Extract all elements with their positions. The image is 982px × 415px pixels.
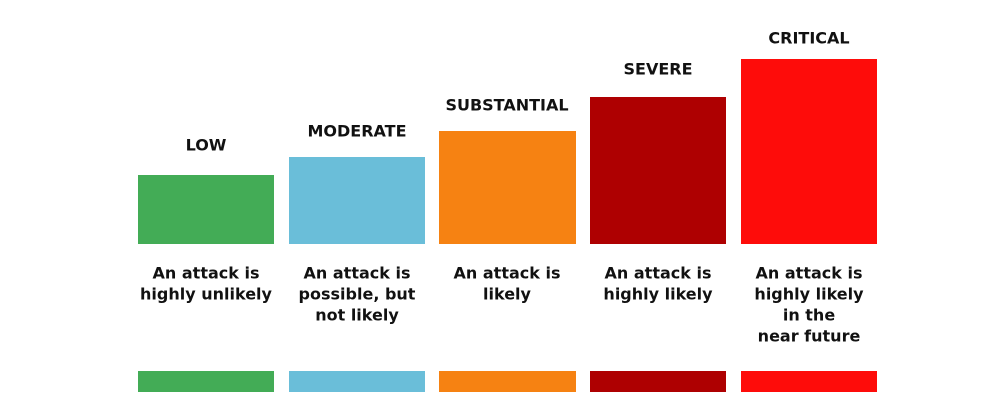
level-description: highly unlikely [140,285,273,304]
level-block [741,59,877,244]
level-strip [590,371,726,392]
level-description: not likely [315,306,399,325]
level-strip [741,371,877,392]
level-label: LOW [186,136,227,155]
level-label: SEVERE [623,60,692,79]
level-description: possible, but [299,285,416,304]
level-description: highly likely [754,285,864,304]
level-description: An attack is [605,264,712,283]
level-label: SUBSTANTIAL [445,96,568,115]
level-block [138,175,274,244]
level-block [439,131,576,244]
level-strip [138,371,274,392]
level-block [590,97,726,244]
level-description: likely [483,285,532,304]
level-description: in the [783,306,835,325]
level-description: highly likely [603,285,713,304]
level-strip [289,371,425,392]
level-description: An attack is [454,264,561,283]
level-description: An attack is [304,264,411,283]
level-description: near future [758,327,861,346]
level-strip [439,371,576,392]
level-label: CRITICAL [768,29,849,48]
level-description: An attack is [756,264,863,283]
level-label: MODERATE [307,122,406,141]
level-block [289,157,425,244]
level-description: An attack is [153,264,260,283]
